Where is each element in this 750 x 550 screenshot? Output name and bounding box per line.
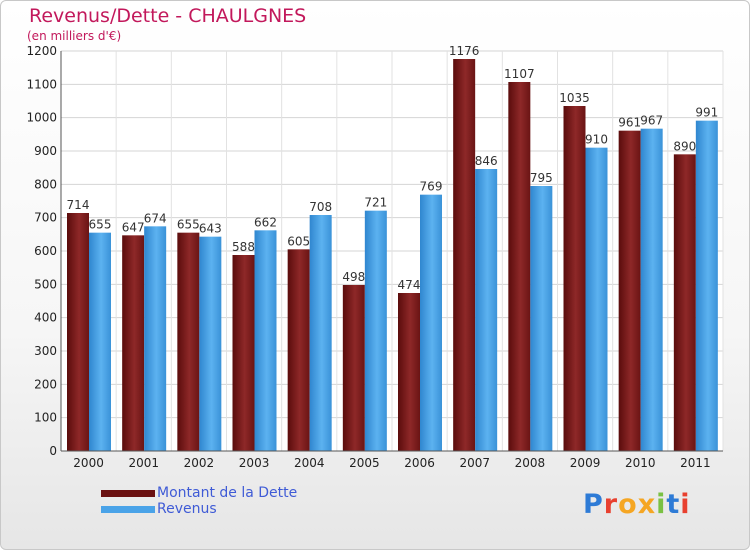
y-tick-label: 300	[34, 344, 57, 358]
legend-item-revenus: Revenus	[101, 501, 217, 517]
bar-revenus	[199, 236, 222, 451]
x-tick-label: 2004	[294, 456, 325, 470]
bar-revenus	[530, 186, 553, 451]
value-label-debt: 647	[122, 220, 145, 234]
y-tick-label: 1200	[26, 44, 57, 58]
bar-debt	[508, 82, 531, 451]
x-tick-label: 2009	[570, 456, 601, 470]
x-tick-label: 2006	[404, 456, 435, 470]
y-tick-label: 1100	[26, 77, 57, 91]
bar-revenus	[585, 147, 608, 451]
bar-debt	[563, 106, 586, 451]
value-label-revenus: 721	[364, 196, 387, 210]
value-label-revenus: 655	[89, 218, 112, 232]
y-tick-label: 100	[34, 411, 57, 425]
x-tick-label: 2008	[515, 456, 546, 470]
value-label-debt: 474	[398, 278, 421, 292]
y-tick-label: 600	[34, 244, 57, 258]
value-label-debt: 605	[287, 234, 310, 248]
bar-debt	[673, 154, 696, 452]
bar-revenus	[695, 120, 718, 452]
x-tick-label: 2003	[239, 456, 270, 470]
logo-letter: o	[618, 489, 638, 520]
value-label-revenus: 674	[144, 211, 167, 225]
value-label-revenus: 662	[254, 215, 277, 229]
logo-letter: i	[656, 489, 667, 520]
legend-item-debt: Montant de la Dette	[101, 485, 297, 501]
logo-letter: P	[583, 489, 604, 520]
x-tick-label: 2011	[680, 456, 711, 470]
bar-debt	[177, 232, 200, 451]
legend-label-revenus: Revenus	[157, 501, 217, 517]
x-tick-label: 2010	[625, 456, 656, 470]
legend-swatch-revenus	[101, 505, 155, 513]
value-label-revenus: 769	[420, 180, 443, 194]
value-label-debt: 1176	[449, 44, 480, 58]
y-tick-label: 800	[34, 177, 57, 191]
value-label-debt: 961	[618, 116, 641, 130]
value-label-revenus: 991	[695, 106, 718, 120]
value-label-debt: 498	[342, 270, 365, 284]
value-label-revenus: 708	[309, 200, 332, 214]
value-label-debt: 655	[177, 218, 200, 232]
bar-debt	[122, 235, 145, 451]
bar-debt	[287, 249, 310, 451]
value-label-revenus: 846	[475, 154, 498, 168]
x-tick-label: 2001	[128, 456, 159, 470]
bar-debt	[67, 213, 89, 451]
y-tick-label: 1000	[26, 111, 57, 125]
value-label-revenus: 967	[640, 114, 663, 128]
chart-subtitle: (en milliers d'€)	[27, 29, 122, 43]
bar-revenus	[640, 128, 663, 451]
chart-title: Revenus/Dette - CHAULGNES	[29, 5, 307, 27]
bar-revenus	[309, 215, 332, 451]
bar-revenus	[144, 226, 167, 451]
bar-debt	[618, 130, 641, 451]
value-label-debt: 1107	[504, 67, 535, 81]
logo-letter: x	[637, 489, 657, 520]
value-label-revenus: 795	[530, 171, 553, 185]
bar-revenus	[89, 232, 111, 451]
y-tick-label: 0	[49, 444, 57, 458]
y-tick-label: 200	[34, 377, 57, 391]
x-tick-label: 2000	[73, 456, 104, 470]
y-tick-label: 700	[34, 211, 57, 225]
y-tick-label: 500	[34, 277, 57, 291]
bar-revenus	[420, 194, 442, 451]
logo-letter: r	[603, 489, 619, 520]
bar-debt	[398, 293, 420, 451]
value-label-debt: 890	[673, 139, 696, 153]
logo-letter: i	[680, 489, 691, 520]
proxiti-logo: Proxiti	[583, 489, 691, 520]
x-tick-label: 2007	[459, 456, 490, 470]
y-tick-label: 900	[34, 144, 57, 158]
value-label-debt: 588	[232, 240, 255, 254]
y-tick-label: 400	[34, 311, 57, 325]
legend-label-debt: Montant de la Dette	[157, 485, 298, 501]
value-label-revenus: 643	[199, 222, 222, 236]
bar-debt	[232, 255, 255, 451]
value-label-debt: 1035	[559, 91, 590, 105]
logo-letter: t	[666, 489, 681, 520]
bar-revenus	[475, 169, 498, 451]
value-label-revenus: 910	[585, 133, 608, 147]
bar-revenus	[254, 230, 277, 451]
value-label-debt: 714	[67, 198, 90, 212]
bar-revenus	[364, 210, 387, 451]
x-tick-label: 2005	[349, 456, 380, 470]
legend-swatch-debt	[101, 489, 155, 497]
bar-debt	[453, 59, 476, 451]
bar-debt	[342, 285, 365, 451]
x-tick-label: 2002	[184, 456, 215, 470]
